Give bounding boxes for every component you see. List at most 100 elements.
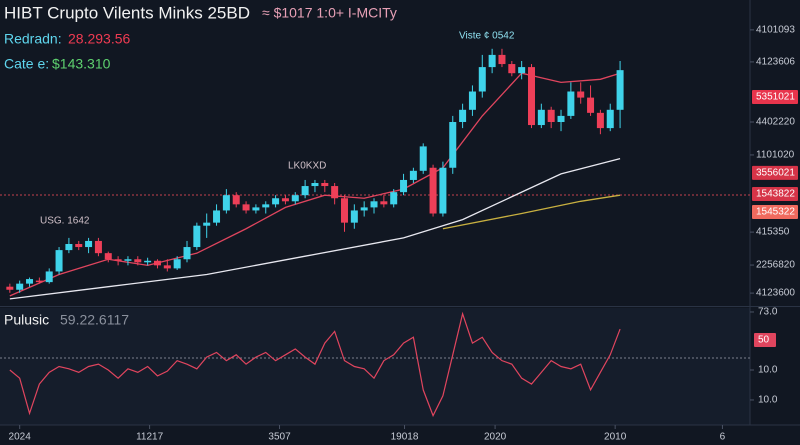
candle-body (183, 247, 191, 260)
candle-body (587, 97, 595, 113)
x-tick-label: 11217 (136, 432, 164, 443)
candle-body (94, 240, 102, 254)
candle-body (242, 204, 250, 211)
candle-body (498, 54, 506, 65)
price-tag-label: 1545322 (756, 207, 795, 218)
candle-body (350, 210, 358, 223)
y-tick-label: 10.0 (758, 395, 778, 406)
candle-body (272, 198, 280, 205)
candle-body (439, 167, 447, 214)
candle-body (203, 222, 211, 226)
stat-label: Redradn: (4, 31, 62, 47)
x-tick-label: 2020 (484, 432, 507, 443)
candle-body (429, 167, 437, 214)
price-tag-label: 50 (758, 335, 770, 346)
y-tick-label: 73.0 (758, 307, 778, 318)
y-tick-label: 415350 (756, 227, 790, 238)
candle-body (419, 146, 427, 171)
candle-body (360, 207, 368, 211)
oscillator-title: Pulusic (4, 312, 49, 328)
candle-body (213, 210, 221, 223)
candle-body (596, 112, 604, 129)
candle-body (153, 260, 161, 266)
y-tick-label: 1101020 (756, 150, 795, 161)
candle-body (35, 280, 43, 283)
candle-body (114, 259, 122, 261)
title: HIBT Crupto Vilents Minks 25BD (4, 3, 250, 22)
candle-body (468, 91, 476, 110)
candle-body (518, 67, 526, 74)
candle-body (222, 195, 230, 211)
candle-body (459, 109, 467, 122)
price-tag-label: 5351021 (756, 92, 795, 103)
candle-body (557, 115, 565, 122)
candle-body (606, 109, 614, 129)
candle-body (65, 244, 73, 251)
candle-body (173, 259, 181, 269)
y-tick-label: 2256820 (756, 260, 795, 271)
candle-body (370, 201, 378, 208)
candle-body (134, 259, 142, 263)
x-tick-label: 19018 (391, 432, 419, 443)
candle-body (508, 64, 516, 74)
price-tag (752, 89, 798, 104)
candle-body (232, 195, 240, 205)
candle-body (26, 279, 34, 284)
oscillator-panel (0, 308, 750, 425)
candle-body (547, 109, 555, 122)
price-tag (752, 186, 798, 201)
candle-body (537, 109, 545, 126)
candle-body (124, 259, 132, 261)
candle-body (45, 271, 53, 283)
candle-body (301, 186, 309, 196)
candle-body (449, 122, 457, 168)
price-tag-label: 1543822 (756, 189, 795, 200)
candle-body (262, 204, 270, 208)
price-tag (754, 333, 776, 348)
candle-body (409, 170, 417, 180)
annotation: Viste ¢ 0542 (459, 31, 515, 42)
stat-value: $143.310 (52, 56, 111, 72)
candle-body (527, 67, 535, 126)
x-tick-label: 2010 (604, 432, 627, 443)
y-tick-label: 4101093 (756, 25, 795, 36)
candle-body (400, 179, 408, 193)
candle-body (331, 186, 339, 199)
x-tick-label: 3507 (268, 432, 291, 443)
annotation: USG. 1642 (40, 216, 90, 227)
annotation: LK0KXD (288, 161, 326, 172)
candle-body (478, 67, 486, 92)
candle-body (75, 244, 83, 248)
candle-body (6, 286, 14, 290)
candle-body (577, 91, 585, 98)
candle-body (567, 91, 575, 116)
stat-value: 28.293.56 (68, 31, 130, 47)
candle-body (16, 283, 24, 290)
moving-average (442, 194, 621, 230)
candle-body (144, 260, 152, 263)
candle-body (281, 198, 289, 202)
candle-body (193, 225, 201, 248)
candle-body (380, 201, 388, 205)
price-tag (752, 204, 798, 219)
subtitle: ≈ $1017 1:0+ I-MCITy (262, 5, 397, 21)
candle-body (104, 253, 112, 260)
moving-average (9, 157, 621, 300)
candle-body (340, 198, 348, 223)
y-tick-label: 4123606 (756, 57, 795, 68)
candle-body (390, 192, 398, 205)
y-tick-label: 4123600 (756, 288, 795, 299)
candle-body (163, 265, 171, 269)
candle-body (55, 250, 63, 272)
candle-body (85, 240, 93, 248)
candle-body (321, 183, 329, 187)
stat-label: Cate e: (4, 56, 49, 72)
x-tick-label: 6 (720, 432, 726, 443)
candle-body (488, 54, 496, 68)
price-tag-label: 3556021 (756, 168, 795, 179)
y-tick-label: 4402220 (756, 117, 795, 128)
candle-body (616, 70, 624, 110)
x-tick-label: 2024 (9, 432, 32, 443)
oscillator-line (9, 311, 621, 418)
